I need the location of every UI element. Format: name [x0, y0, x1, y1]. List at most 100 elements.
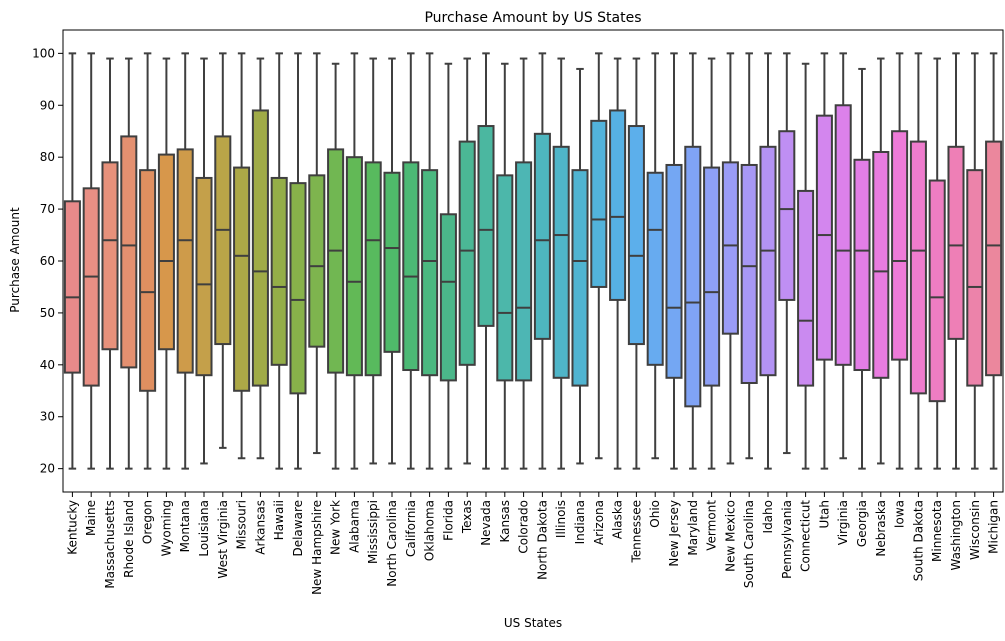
iqr-box: [345, 156, 363, 377]
iqr-box: [759, 145, 777, 377]
iqr-box: [383, 171, 401, 353]
box-minnesota: [928, 57, 946, 470]
iqr-box: [947, 145, 965, 340]
x-tick-label: Colorado: [517, 500, 531, 554]
x-tick-label: Vermont: [705, 500, 719, 551]
x-tick-label: New Hampshire: [310, 500, 324, 595]
box-michigan: [985, 52, 1003, 470]
iqr-box: [797, 189, 815, 387]
x-tick-label: Wyoming: [159, 500, 173, 556]
box-delaware: [289, 52, 307, 470]
x-tick-label: Illinois: [554, 500, 568, 538]
iqr-box: [646, 171, 664, 366]
box-vermont: [703, 57, 721, 470]
box-maine: [82, 52, 100, 470]
x-tick-label: Maryland: [686, 500, 700, 556]
x-tick-label: Iowa: [893, 500, 907, 528]
iqr-box: [515, 161, 533, 382]
box-alaska: [609, 57, 627, 470]
x-tick-label: Montana: [178, 500, 192, 552]
box-pennsylvania: [778, 52, 796, 455]
iqr-box: [458, 140, 476, 366]
y-tick-label: 60: [40, 254, 55, 268]
box-louisiana: [195, 57, 213, 465]
iqr-box: [214, 135, 232, 346]
iqr-box: [195, 176, 213, 377]
iqr-box: [815, 114, 833, 361]
box-hawaii: [270, 52, 288, 470]
box-new-york: [327, 62, 345, 470]
iqr-box: [233, 166, 251, 392]
x-tick-label: Louisiana: [197, 500, 211, 557]
y-tick-label: 80: [40, 150, 55, 164]
box-georgia: [853, 67, 871, 470]
box-connecticut: [797, 62, 815, 470]
x-tick-label: Delaware: [291, 500, 305, 557]
box-south-dakota: [909, 52, 927, 470]
box-oregon: [139, 52, 157, 470]
box-nevada: [477, 52, 495, 470]
x-tick-label: Massachusetts: [103, 500, 117, 589]
x-tick-label: Rhode Island: [122, 500, 136, 578]
x-tick-label: Maine: [84, 500, 98, 536]
iqr-box: [496, 174, 514, 382]
iqr-box: [139, 169, 157, 392]
iqr-box: [853, 158, 871, 372]
y-tick-label: 70: [40, 202, 55, 216]
box-california: [402, 52, 420, 470]
box-indiana: [571, 67, 589, 465]
x-tick-label: Nevada: [479, 500, 493, 546]
iqr-box: [740, 163, 758, 384]
box-new-jersey: [665, 52, 683, 470]
iqr-box: [402, 161, 420, 372]
iqr-box: [891, 130, 909, 361]
iqr-box: [176, 148, 194, 374]
x-tick-label: California: [404, 500, 418, 557]
x-tick-label: Minnesota: [930, 500, 944, 562]
iqr-box: [101, 161, 119, 351]
x-tick-label: Texas: [460, 500, 474, 534]
x-tick-label: Missouri: [235, 500, 249, 549]
x-tick-label: Wisconsin: [968, 500, 982, 560]
x-tick-label: Indiana: [573, 500, 587, 544]
box-alabama: [345, 52, 363, 470]
iqr-box: [703, 166, 721, 387]
x-tick-label: Kentucky: [65, 500, 79, 555]
iqr-box: [421, 169, 439, 377]
x-tick-label: Washington: [949, 500, 963, 571]
box-idaho: [759, 52, 777, 470]
y-tick-label: 100: [32, 46, 55, 60]
y-axis-ticks: 20 30 40 50 60 70 80 90 100: [32, 46, 63, 476]
x-tick-label: Connecticut: [799, 500, 813, 572]
iqr-box: [120, 135, 138, 369]
y-tick-label: 50: [40, 306, 55, 320]
box-virginia: [834, 52, 852, 460]
box-montana: [176, 52, 194, 470]
x-tick-label: North Carolina: [385, 500, 399, 587]
x-tick-label: Utah: [817, 500, 831, 528]
iqr-box: [327, 148, 345, 374]
box-texas: [458, 57, 476, 465]
y-tick-label: 90: [40, 98, 55, 112]
iqr-box: [552, 145, 570, 379]
iqr-box: [985, 140, 1003, 377]
box-north-carolina: [383, 57, 401, 465]
x-tick-label: Oregon: [141, 500, 155, 544]
x-tick-label: West Virginia: [216, 500, 230, 579]
y-tick-label: 40: [40, 358, 55, 372]
x-tick-label: Kansas: [498, 500, 512, 542]
x-tick-label: New Mexico: [723, 500, 737, 572]
box-south-carolina: [740, 52, 758, 460]
x-tick-label: Idaho: [761, 500, 775, 533]
box-illinois: [552, 57, 570, 470]
iqr-box: [82, 187, 100, 387]
box-mississippi: [364, 57, 382, 465]
x-axis-ticks: Kentucky Maine Massachusetts Rhode Island Or…: [65, 492, 1001, 595]
box-oklahoma: [421, 52, 439, 470]
box-rhode-island: [120, 57, 138, 470]
iqr-box: [609, 109, 627, 301]
box-new-mexico: [721, 52, 739, 465]
x-tick-label: Ohio: [648, 500, 662, 528]
y-tick-label: 30: [40, 410, 55, 424]
